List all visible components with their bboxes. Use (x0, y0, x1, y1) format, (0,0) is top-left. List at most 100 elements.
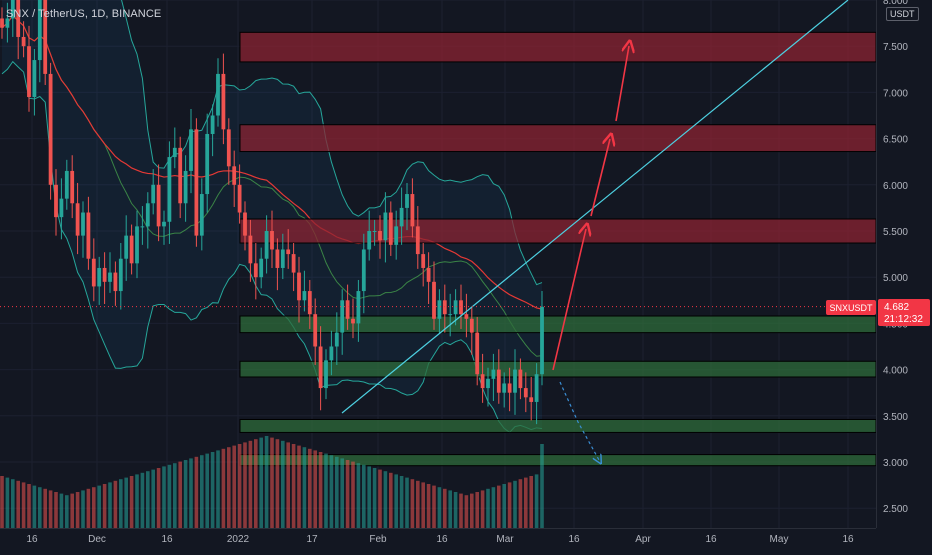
candle (232, 150, 237, 207)
resistance-zone (239, 124, 877, 153)
volume-bar (443, 488, 447, 528)
volume-bar (507, 482, 512, 528)
candle (178, 136, 183, 219)
candle (210, 104, 215, 157)
projection-arrow-up (590, 139, 610, 217)
volume-bar (399, 476, 404, 528)
candle (259, 247, 264, 289)
candle (453, 289, 458, 326)
candle-body (534, 374, 539, 402)
volume-layer (0, 436, 544, 528)
candle (507, 367, 512, 412)
candle-body (205, 133, 210, 195)
volume-bar (38, 487, 42, 528)
candle-body (81, 212, 85, 236)
bar-countdown: 21:12:32 (884, 314, 923, 325)
volume-bar (270, 437, 274, 528)
candle-body (248, 235, 253, 264)
volume-bar (297, 445, 301, 528)
candle-body (324, 360, 328, 389)
candle (108, 252, 112, 293)
volume-bar (480, 490, 485, 528)
volume-bar (405, 477, 409, 528)
volume-bar (259, 437, 263, 528)
symbol-tag (826, 300, 876, 315)
volume-bar (264, 436, 269, 528)
candle (540, 291, 544, 386)
currency-unit-badge[interactable]: USDT (886, 7, 919, 21)
candle (378, 215, 382, 259)
time-axis[interactable] (0, 528, 876, 550)
volume-bar (167, 464, 172, 528)
projection-arrow-down (559, 381, 599, 460)
volume-bar (486, 488, 490, 528)
volume-bar (75, 492, 80, 528)
price-tick-label: 2.500 (883, 504, 908, 515)
candle-body (442, 300, 447, 315)
candle-body (243, 212, 247, 236)
candle-body (199, 194, 204, 236)
price-tick-label: 5.000 (883, 273, 908, 284)
volume-bar (324, 453, 328, 528)
volume-bar (156, 468, 161, 528)
candle (534, 363, 539, 425)
candle (156, 164, 161, 242)
candle-body (54, 184, 58, 218)
volume-bar (459, 493, 463, 528)
candle-body (513, 369, 517, 393)
candle (410, 178, 415, 238)
candle-body (162, 221, 166, 227)
candle (43, 0, 48, 86)
candle-body (237, 184, 242, 213)
candle (183, 155, 188, 222)
candle-body (108, 272, 112, 282)
candle-body (426, 267, 431, 282)
volume-bar (129, 476, 134, 528)
candle (502, 372, 507, 408)
candle-body (64, 170, 69, 199)
candle (356, 279, 361, 342)
candle-body (496, 369, 501, 393)
candle (523, 372, 528, 413)
volume-bar (340, 458, 344, 528)
volume-bar (275, 439, 280, 528)
candle (59, 178, 64, 240)
volume-bar (416, 480, 420, 528)
volume-bar (48, 490, 53, 528)
candle-layer (0, 0, 544, 425)
candle (275, 238, 280, 291)
candle-body (5, 18, 10, 28)
candle (437, 289, 442, 334)
candle (432, 261, 436, 330)
candle (194, 118, 199, 247)
candle (124, 215, 129, 281)
candle-body (345, 300, 350, 319)
candle-body (102, 267, 107, 282)
volume-bar (362, 464, 366, 528)
candle (75, 182, 80, 255)
volume-bar (237, 444, 242, 528)
volume-bar (135, 474, 139, 528)
time-tick-label: 16 (568, 534, 580, 545)
candle (54, 169, 58, 236)
candle-body (405, 194, 409, 208)
candle (48, 62, 53, 200)
volume-bar (534, 474, 539, 528)
volume-bar (183, 460, 188, 528)
candle (64, 159, 69, 210)
volume-bar (0, 476, 4, 528)
volume-bar (146, 471, 150, 528)
projection-arrow-up (552, 229, 586, 371)
candle-body (459, 300, 463, 315)
price-axis[interactable] (876, 0, 932, 528)
candle (496, 349, 501, 404)
candle-body (216, 73, 220, 116)
volume-bar (86, 488, 91, 528)
bollinger-upper-line (121, 0, 543, 286)
candle (237, 164, 242, 224)
volume-bar (524, 477, 528, 528)
candle (513, 349, 517, 415)
